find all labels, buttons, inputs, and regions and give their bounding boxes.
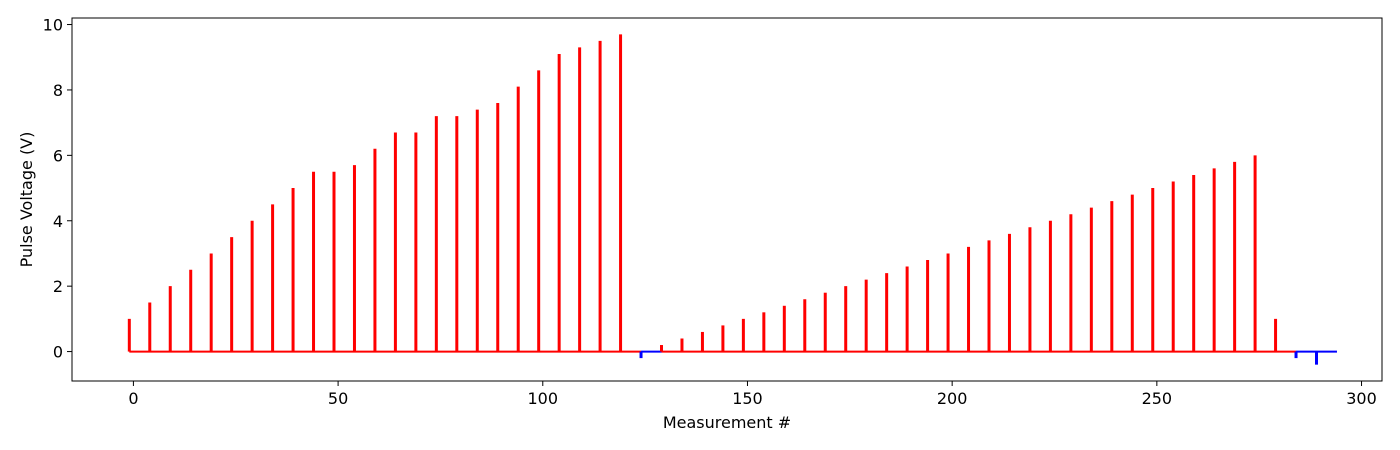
x-tick-label: 50 [328, 389, 348, 408]
y-axis-ticks: 0 2 4 6 8 10 [43, 16, 72, 362]
y-tick-label: 4 [53, 212, 63, 231]
x-tick-label: 0 [128, 389, 138, 408]
x-tick-label: 250 [1142, 389, 1173, 408]
y-tick-label: 6 [53, 146, 63, 165]
x-axis-label: Measurement # [663, 413, 791, 432]
x-axis-ticks: 0 50 100 150 200 250 300 [128, 381, 1377, 408]
x-tick-label: 300 [1346, 389, 1377, 408]
plot-frame [71, 17, 1383, 382]
y-axis-label: Pulse Voltage (V) [17, 132, 36, 268]
x-tick-label: 100 [528, 389, 559, 408]
x-tick-label: 200 [937, 389, 968, 408]
y-tick-label: 0 [53, 343, 63, 362]
x-tick-label: 150 [732, 389, 763, 408]
y-tick-label: 8 [53, 81, 63, 100]
y-tick-label: 10 [43, 16, 63, 35]
y-tick-label: 2 [53, 277, 63, 296]
bars-layer [127, 34, 1318, 365]
